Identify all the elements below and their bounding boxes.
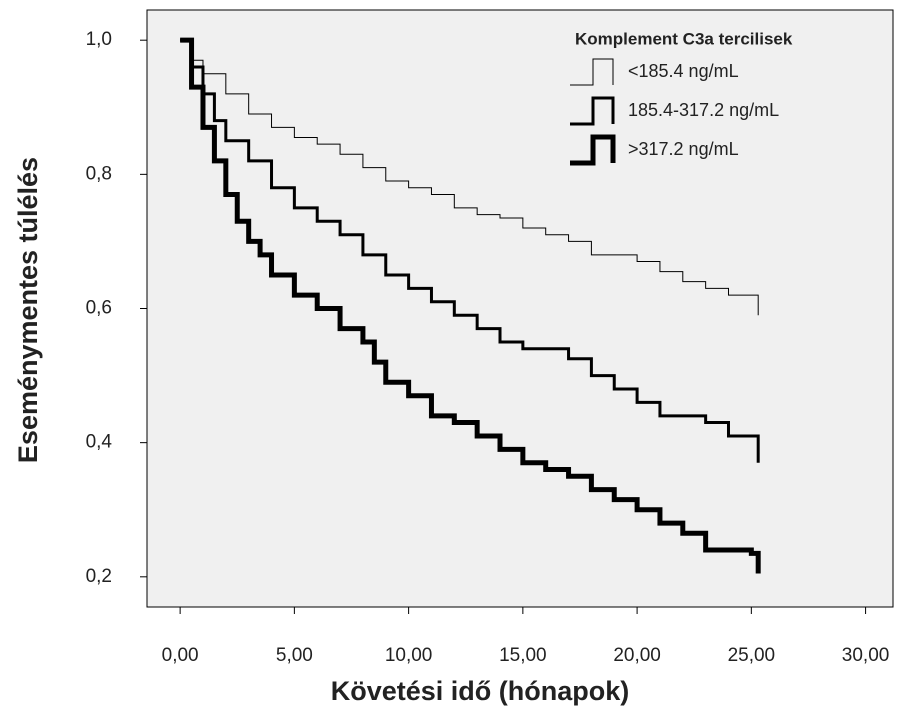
plot-area bbox=[146, 9, 894, 608]
x-tick-label: 15,00 bbox=[499, 645, 547, 666]
legend-label: <185.4 ng/mL bbox=[628, 61, 739, 81]
survival-curve bbox=[180, 38, 760, 463]
survival-curve bbox=[180, 37, 761, 574]
legend-label: >317.2 ng/mL bbox=[628, 139, 739, 159]
x-tick-label: 30,00 bbox=[842, 645, 890, 666]
y-tick-label: 0,8 bbox=[86, 163, 112, 184]
y-tick-label: 0,2 bbox=[86, 566, 112, 587]
x-tick-label: 0,00 bbox=[162, 645, 199, 666]
legend-icon bbox=[570, 96, 615, 126]
legend-icon bbox=[570, 58, 614, 86]
x-tick-label: 20,00 bbox=[613, 645, 661, 666]
y-tick-label: 1,0 bbox=[86, 29, 112, 50]
legend-icon bbox=[570, 134, 616, 166]
x-axis-title: Követési idő (hónapok) bbox=[331, 676, 630, 706]
legend-title: Komplement C3a tercilisek bbox=[575, 29, 793, 48]
y-axis-title: Eseménymentes túlélés bbox=[13, 157, 43, 463]
x-tick-label: 25,00 bbox=[728, 645, 776, 666]
y-tick-label: 0,4 bbox=[86, 432, 113, 453]
legend-label: 185.4-317.2 ng/mL bbox=[628, 100, 779, 120]
x-tick-label: 5,00 bbox=[276, 645, 313, 666]
x-tick-label: 10,00 bbox=[385, 645, 433, 666]
survival-curve bbox=[180, 39, 759, 316]
y-tick-label: 0,6 bbox=[86, 298, 112, 319]
